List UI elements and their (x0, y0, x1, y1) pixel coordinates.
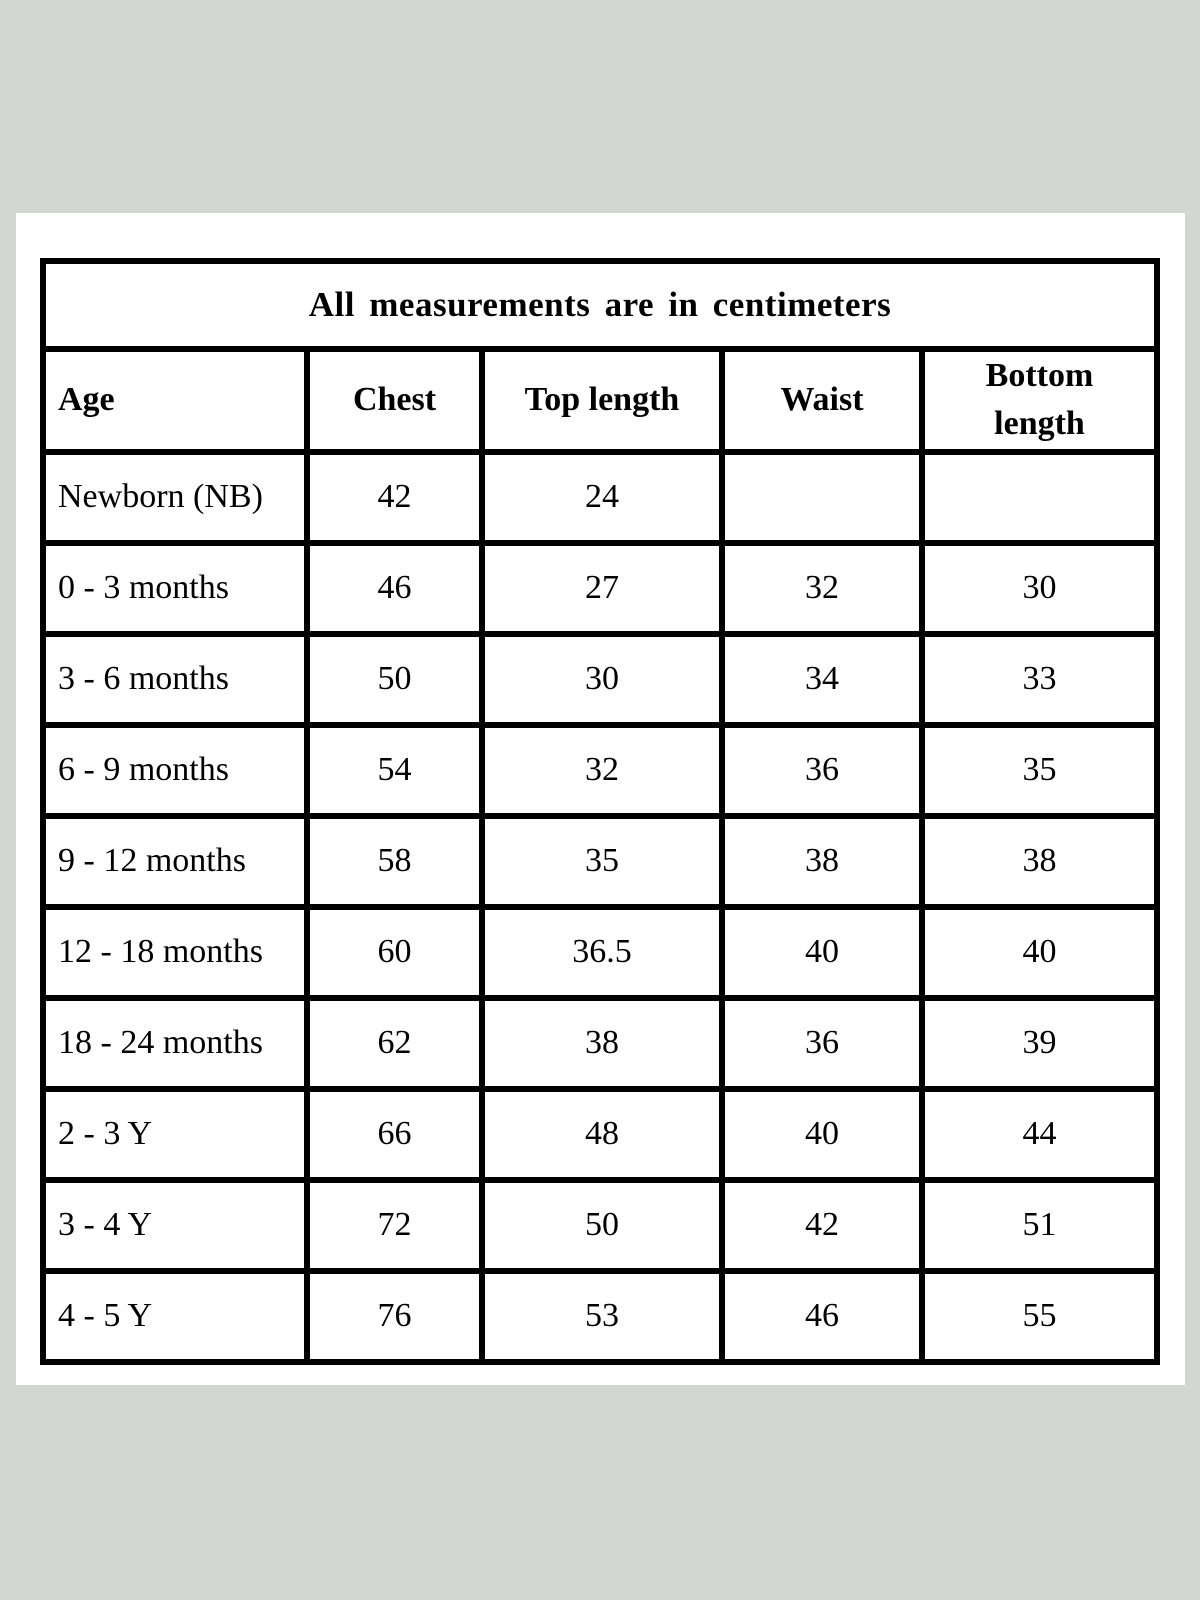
chest-cell: 46 (304, 539, 485, 637)
waist-cell: 40 (719, 1085, 925, 1183)
table-row-0-3-months: 0 - 3 months 46 27 32 30 (40, 539, 1161, 637)
age-cell: 18 - 24 months (40, 994, 310, 1092)
waist-cell: 34 (719, 630, 925, 728)
bottom-length-cell: 38 (918, 812, 1161, 910)
chest-cell: 76 (304, 1267, 485, 1365)
bottom-length-cell (918, 448, 1161, 546)
table-row-newborn: Newborn (NB) 42 24 (40, 448, 1161, 546)
age-cell: 3 - 4 Y (40, 1176, 310, 1274)
age-cell: 0 - 3 months (40, 539, 310, 637)
age-cell: 2 - 3 Y (40, 1085, 310, 1183)
table-row-12-18-months: 12 - 18 months 60 36.5 40 40 (40, 903, 1161, 1001)
bottom-length-cell: 44 (918, 1085, 1161, 1183)
top-length-cell: 53 (479, 1267, 725, 1365)
bottom-length-cell: 40 (918, 903, 1161, 1001)
age-cell: Newborn (NB) (40, 448, 310, 546)
chest-cell: 66 (304, 1085, 485, 1183)
bottom-length-cell: 51 (918, 1176, 1161, 1274)
table-row-18-24-months: 18 - 24 months 62 38 36 39 (40, 994, 1161, 1092)
bottom-length-cell: 35 (918, 721, 1161, 819)
column-header-bottom-length: Bottom length (918, 346, 1161, 455)
top-length-cell: 48 (479, 1085, 725, 1183)
chest-cell: 50 (304, 630, 485, 728)
top-length-cell: 38 (479, 994, 725, 1092)
chest-cell: 42 (304, 448, 485, 546)
chest-cell: 60 (304, 903, 485, 1001)
age-cell: 4 - 5 Y (40, 1267, 310, 1365)
column-header-top-length: Top length (479, 346, 725, 455)
chest-cell: 72 (304, 1176, 485, 1274)
top-length-cell: 35 (479, 812, 725, 910)
chest-cell: 62 (304, 994, 485, 1092)
table-row-3-4-y: 3 - 4 Y 72 50 42 51 (40, 1176, 1161, 1274)
top-length-cell: 27 (479, 539, 725, 637)
bottom-length-cell: 39 (918, 994, 1161, 1092)
table-row-3-6-months: 3 - 6 months 50 30 34 33 (40, 630, 1161, 728)
top-length-cell: 36.5 (479, 903, 725, 1001)
bottom-length-cell: 30 (918, 539, 1161, 637)
column-header-chest: Chest (304, 346, 485, 455)
title-row: All measurements are in centimeters (39, 258, 1161, 352)
white-sheet: All measurements are in centimeters Age … (16, 213, 1185, 1385)
age-cell: 3 - 6 months (40, 630, 310, 728)
table-title: All measurements are in centimeters (39, 258, 1161, 352)
waist-cell: 36 (719, 994, 925, 1092)
column-header-waist: Waist (719, 346, 925, 455)
waist-cell: 38 (719, 812, 925, 910)
column-header-age: Age (40, 346, 310, 455)
age-cell: 6 - 9 months (40, 721, 310, 819)
age-cell: 12 - 18 months (40, 903, 310, 1001)
waist-cell: 40 (719, 903, 925, 1001)
age-cell: 9 - 12 months (40, 812, 310, 910)
table-row-9-12-months: 9 - 12 months 58 35 38 38 (40, 812, 1161, 910)
chest-cell: 54 (304, 721, 485, 819)
table-row-4-5-y: 4 - 5 Y 76 53 46 55 (40, 1267, 1161, 1365)
bottom-length-cell: 55 (918, 1267, 1161, 1365)
top-length-cell: 30 (479, 630, 725, 728)
column-header-bottom-length-label: Bottom length (985, 357, 1094, 443)
table-row-2-3-y: 2 - 3 Y 66 48 40 44 (40, 1085, 1161, 1183)
header-row: Age Chest Top length Waist Bottom length (40, 346, 1161, 455)
top-length-cell: 50 (479, 1176, 725, 1274)
waist-cell: 32 (719, 539, 925, 637)
top-length-cell: 24 (479, 448, 725, 546)
waist-cell: 36 (719, 721, 925, 819)
waist-cell: 42 (719, 1176, 925, 1274)
top-length-cell: 32 (479, 721, 725, 819)
waist-cell: 46 (719, 1267, 925, 1365)
size-chart-table: All measurements are in centimeters Age … (39, 258, 1161, 1365)
waist-cell (719, 448, 925, 546)
table-row-6-9-months: 6 - 9 months 54 32 36 35 (40, 721, 1161, 819)
bottom-length-cell: 33 (918, 630, 1161, 728)
chest-cell: 58 (304, 812, 485, 910)
